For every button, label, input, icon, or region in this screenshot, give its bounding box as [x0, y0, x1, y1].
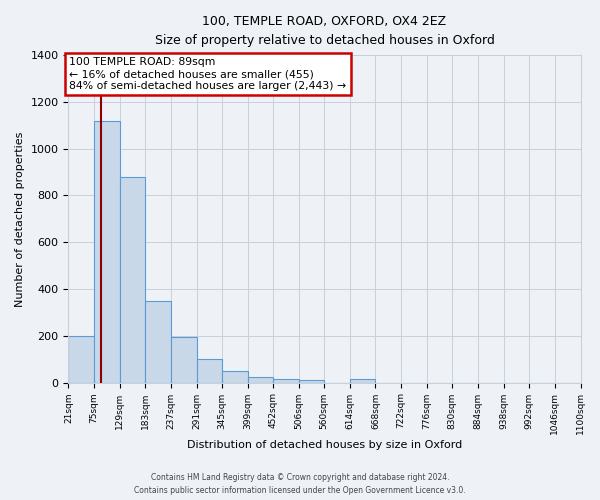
X-axis label: Distribution of detached houses by size in Oxford: Distribution of detached houses by size … — [187, 440, 462, 450]
Title: 100, TEMPLE ROAD, OXFORD, OX4 2EZ
Size of property relative to detached houses i: 100, TEMPLE ROAD, OXFORD, OX4 2EZ Size o… — [155, 15, 494, 47]
Bar — [248, 376, 273, 382]
Bar — [350, 379, 376, 382]
Text: 100 TEMPLE ROAD: 89sqm
← 16% of detached houses are smaller (455)
84% of semi-de: 100 TEMPLE ROAD: 89sqm ← 16% of detached… — [70, 58, 346, 90]
Bar — [299, 380, 324, 382]
Text: Contains HM Land Registry data © Crown copyright and database right 2024.
Contai: Contains HM Land Registry data © Crown c… — [134, 474, 466, 495]
Bar — [222, 371, 248, 382]
Bar — [145, 300, 171, 382]
Bar — [94, 120, 119, 382]
Bar — [119, 176, 145, 382]
Bar — [68, 336, 94, 382]
Bar — [273, 379, 299, 382]
Bar — [171, 337, 197, 382]
Y-axis label: Number of detached properties: Number of detached properties — [15, 131, 25, 306]
Bar — [197, 359, 222, 382]
